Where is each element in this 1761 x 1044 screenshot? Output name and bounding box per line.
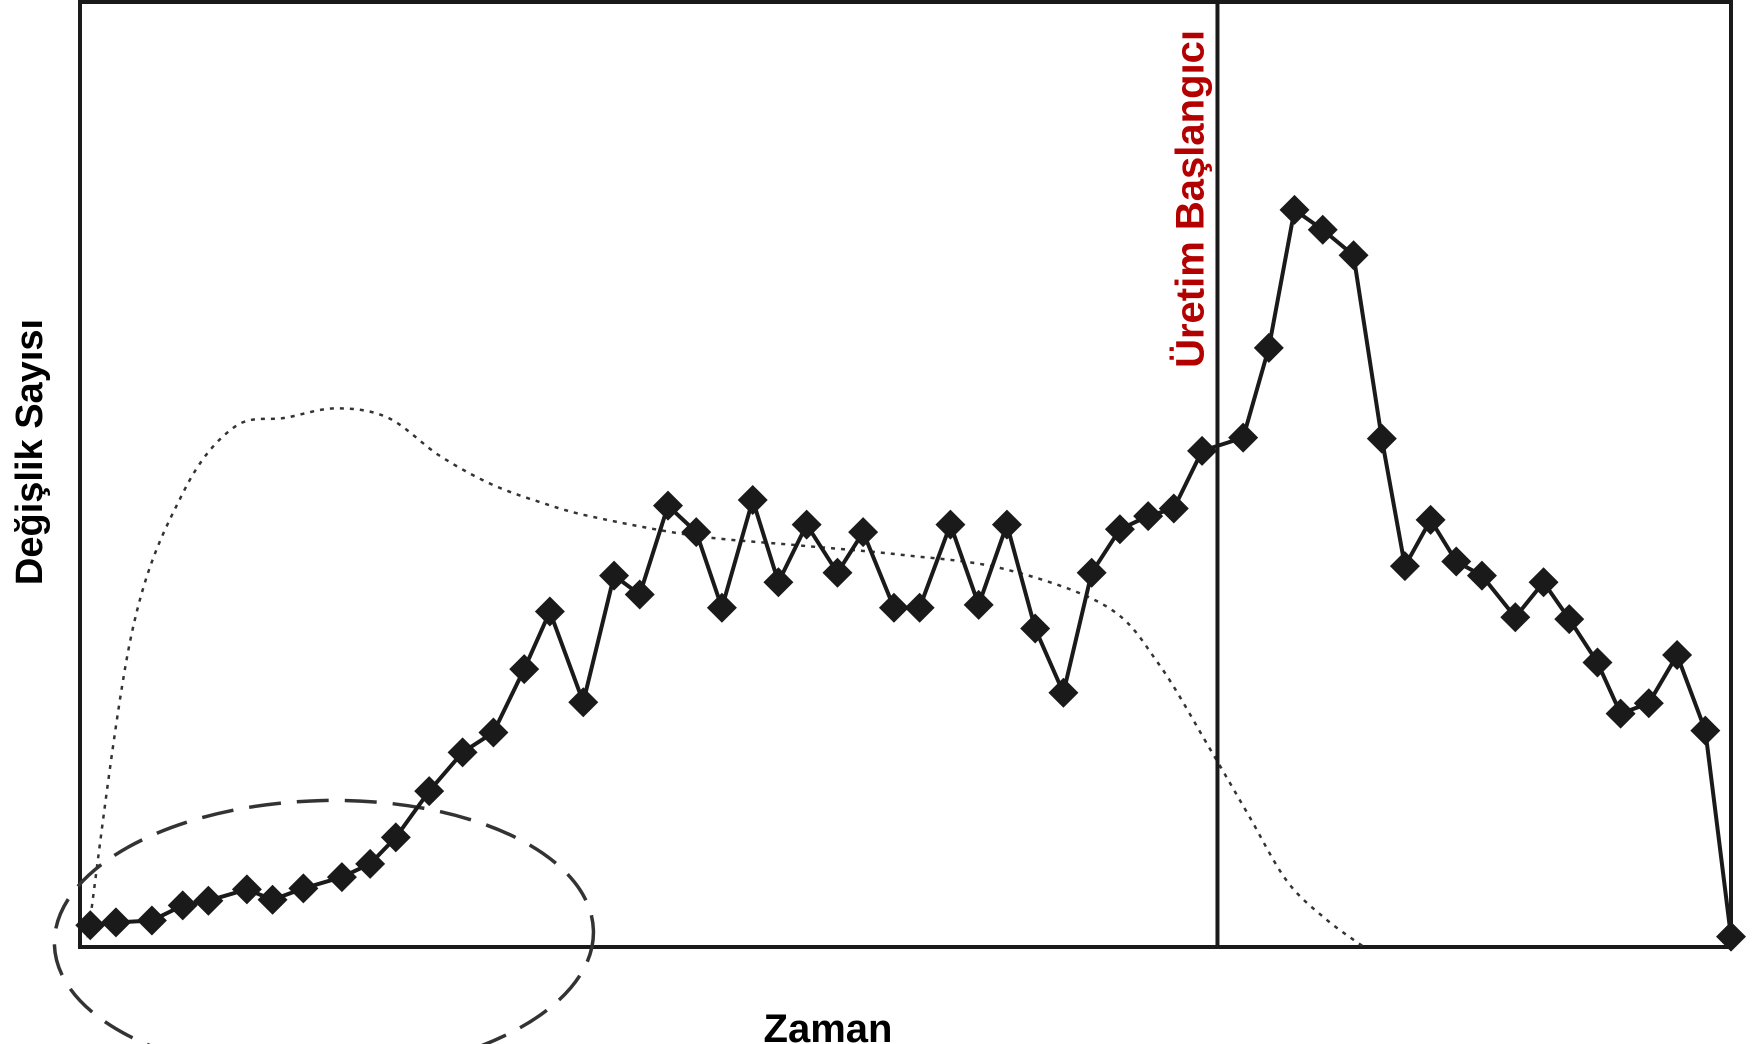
data-point-23	[763, 567, 794, 598]
data-point-6	[257, 884, 288, 915]
data-point-45	[1389, 551, 1420, 582]
data-point-34	[1076, 557, 1107, 588]
data-point-3	[167, 890, 198, 921]
data-point-48	[1466, 560, 1497, 591]
data-point-14	[509, 654, 540, 685]
data-point-46	[1415, 504, 1446, 535]
data-point-51	[1554, 604, 1585, 635]
data-point-57	[1716, 921, 1746, 952]
data-point-38	[1187, 435, 1218, 466]
data-point-39	[1228, 422, 1259, 453]
data-point-54	[1633, 688, 1664, 719]
data-point-16	[568, 687, 599, 718]
data-point-43	[1338, 240, 1369, 271]
data-point-11	[414, 776, 445, 807]
data-point-10	[380, 822, 411, 853]
data-point-24	[791, 509, 822, 540]
data-point-50	[1528, 567, 1559, 598]
x-axis-label: Zaman	[764, 1007, 893, 1044]
data-point-44	[1366, 423, 1397, 454]
data-point-47	[1441, 546, 1472, 577]
data-point-40	[1253, 332, 1284, 363]
data-point-28	[904, 592, 935, 623]
data-point-32	[1020, 613, 1051, 644]
production-start-label: Üretim Başlangıcı	[1167, 30, 1212, 368]
data-point-36	[1133, 501, 1164, 532]
data-point-18	[624, 579, 655, 610]
y-axis-label: Değişlik Sayısı	[9, 319, 51, 585]
data-point-35	[1104, 514, 1135, 545]
data-point-22	[737, 485, 768, 516]
series-layer	[75, 194, 1746, 952]
data-point-49	[1500, 602, 1531, 633]
data-point-26	[848, 517, 879, 548]
dotted-curve	[86, 407, 1365, 949]
data-point-1	[100, 907, 131, 938]
dashed-ellipse-layer	[52, 798, 596, 1044]
data-point-37	[1158, 493, 1189, 524]
data-point-15	[534, 596, 565, 627]
data-point-41	[1279, 194, 1310, 225]
data-point-4	[193, 885, 224, 916]
data-point-13	[478, 717, 509, 748]
data-point-25	[822, 557, 853, 588]
data-point-33	[1048, 677, 1079, 708]
data-point-7	[288, 873, 319, 904]
data-point-42	[1307, 214, 1338, 245]
data-point-5	[231, 874, 262, 905]
data-point-55	[1662, 639, 1693, 670]
data-point-52	[1582, 647, 1613, 678]
plot-border	[78, 0, 1733, 949]
data-point-19	[652, 490, 683, 521]
data-point-12	[447, 737, 478, 768]
data-point-30	[963, 589, 994, 620]
main-series-line	[90, 207, 1733, 937]
data-point-31	[991, 509, 1022, 540]
data-point-29	[935, 509, 966, 540]
data-point-0	[75, 910, 106, 941]
data-point-27	[878, 592, 909, 623]
data-point-2	[136, 905, 167, 936]
data-point-21	[706, 592, 737, 623]
dotted-trend-curve	[86, 407, 1365, 949]
plot-frame	[78, 0, 1733, 949]
data-point-9	[355, 848, 386, 879]
production-start-marker-layer: Üretim Başlangıcı	[1167, 2, 1220, 947]
data-point-17	[599, 560, 630, 591]
data-point-53	[1605, 698, 1636, 729]
data-point-20	[681, 517, 712, 548]
data-point-8	[326, 862, 357, 893]
dashed-ellipse	[52, 798, 596, 1044]
data-point-56	[1690, 715, 1721, 746]
